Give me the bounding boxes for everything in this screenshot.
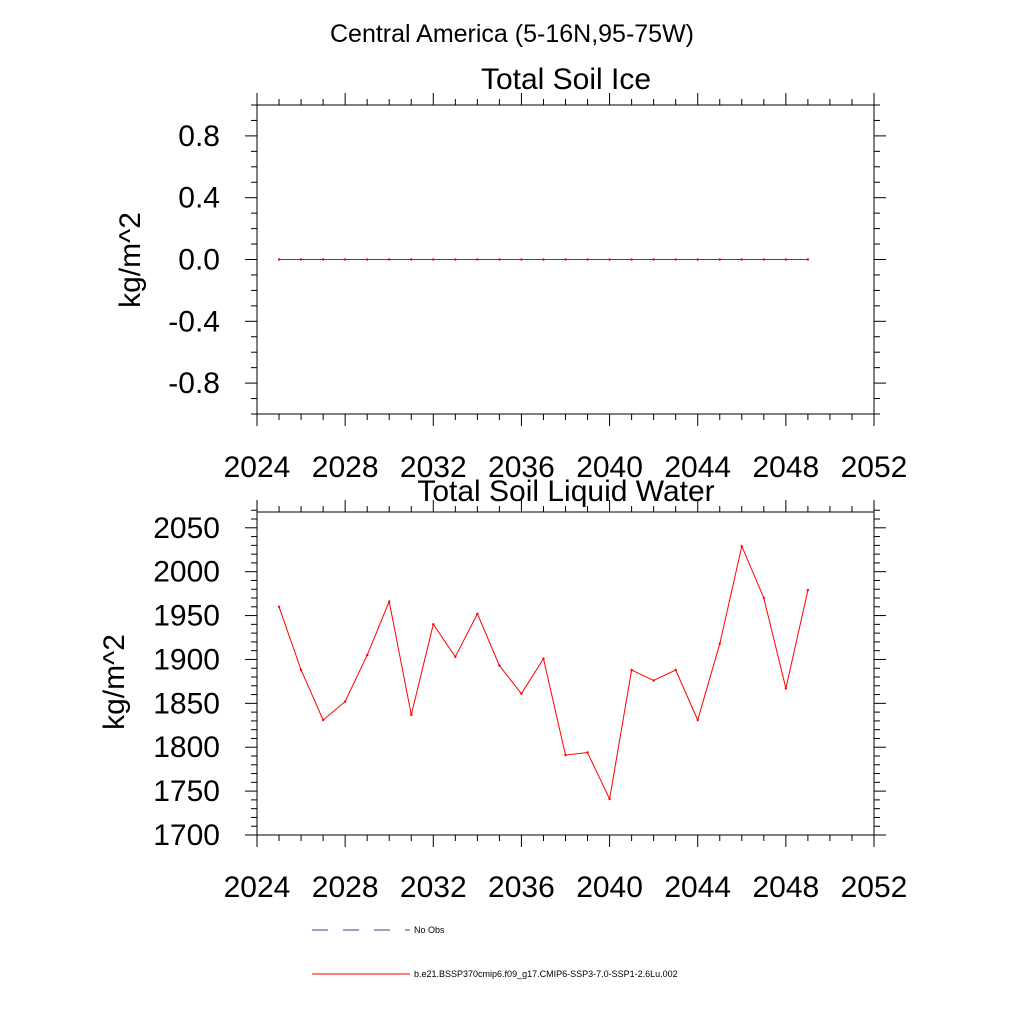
data-point-soil-liquid <box>806 588 810 592</box>
x-tick-label: 2048 <box>752 451 819 484</box>
panel-soil-ice-ylabel: kg/m^2 <box>114 212 147 308</box>
data-point-soil-ice <box>564 258 567 261</box>
data-point-soil-liquid <box>652 679 655 682</box>
data-point-soil-liquid <box>321 718 325 722</box>
x-tick-label: 2052 <box>841 871 908 904</box>
data-point-soil-ice <box>388 258 391 261</box>
x-tick-label: 2032 <box>400 871 467 904</box>
legend: No Obs b.e21.BSSP370cmip6.f09_g17.CMIP6-… <box>312 925 678 979</box>
data-point-soil-liquid <box>388 600 391 603</box>
panel-soil-liquid-plot <box>277 544 810 801</box>
data-point-soil-ice <box>321 258 325 261</box>
data-point-soil-ice <box>806 258 810 261</box>
x-tick-label: 2024 <box>224 451 291 484</box>
panel-soil-liquid-title: Total Soil Liquid Water <box>417 475 714 508</box>
data-point-soil-liquid <box>343 700 347 703</box>
legend-label-run: b.e21.BSSP370cmip6.f09_g17.CMIP6-SSP3-7.… <box>414 969 678 979</box>
data-point-soil-liquid <box>740 545 743 548</box>
data-point-soil-liquid <box>586 751 589 754</box>
legend-label-no-obs: No Obs <box>414 925 445 935</box>
data-point-soil-ice <box>454 258 457 261</box>
panel-soil-ice: Total Soil Ice 2024 2028 2032 2036 2040 2044 2… <box>114 63 907 484</box>
y-tick-label: 1900 <box>153 643 220 676</box>
data-point-soil-ice <box>762 258 766 261</box>
data-point-soil-ice <box>674 258 677 261</box>
panel-soil-ice-title: Total Soil Ice <box>481 63 651 96</box>
panel-soil-liquid-ylabel: kg/m^2 <box>98 634 131 730</box>
x-tick-label: 2036 <box>488 451 555 484</box>
data-point-soil-liquid <box>762 596 766 600</box>
y-tick-label: 1850 <box>153 687 220 720</box>
y-tick-label: 2000 <box>153 556 220 589</box>
y-tick-label: 1950 <box>153 600 220 633</box>
panel-soil-liquid-axes: 2024 2028 2032 2036 2040 2044 2048 2052 1700 1750… <box>153 500 907 904</box>
data-point-soil-liquid <box>696 718 699 722</box>
x-tick-label: 2044 <box>664 871 731 904</box>
data-point-soil-ice <box>718 258 721 261</box>
data-point-soil-ice <box>299 258 303 261</box>
data-point-soil-liquid <box>277 605 281 608</box>
data-point-soil-ice <box>476 258 479 261</box>
data-point-soil-liquid <box>674 668 677 672</box>
panel-soil-liquid-frame <box>256 511 875 836</box>
x-tick-label: 2032 <box>400 451 467 484</box>
y-tick-label: -0.8 <box>168 367 220 400</box>
data-point-soil-ice <box>608 258 611 261</box>
x-tick-label: 2040 <box>576 451 643 484</box>
x-tick-label: 2028 <box>312 451 379 484</box>
legend-item-no-obs: No Obs <box>312 925 445 935</box>
data-point-soil-ice <box>410 258 413 261</box>
data-point-soil-ice <box>343 258 347 261</box>
data-point-soil-liquid <box>432 623 435 626</box>
data-point-soil-liquid <box>299 668 303 672</box>
y-tick-label: 1800 <box>153 731 220 764</box>
data-point-soil-ice <box>630 258 633 261</box>
data-point-soil-liquid <box>454 655 457 659</box>
x-tick-label: 2024 <box>224 871 291 904</box>
data-point-soil-ice <box>520 258 523 261</box>
y-tick-label: 0.0 <box>178 244 220 277</box>
data-point-soil-liquid <box>718 642 721 645</box>
x-tick-label: 2044 <box>664 451 731 484</box>
data-point-soil-ice <box>365 258 369 261</box>
data-point-soil-liquid <box>476 612 479 616</box>
data-point-soil-ice <box>542 258 545 261</box>
y-tick-label: 0.8 <box>178 120 220 153</box>
data-point-soil-liquid <box>564 753 567 757</box>
data-point-soil-ice <box>432 258 435 261</box>
data-point-soil-ice <box>740 258 743 261</box>
y-tick-label: 2050 <box>153 512 220 545</box>
data-point-soil-liquid <box>410 713 413 716</box>
data-point-soil-liquid <box>520 692 523 695</box>
y-tick-label: 1700 <box>153 819 220 852</box>
data-point-soil-liquid <box>542 657 545 660</box>
y-tick-label: 0.4 <box>178 182 220 215</box>
data-point-soil-ice <box>586 258 589 261</box>
data-point-soil-liquid <box>608 797 611 801</box>
series-line-soil-liquid-0 <box>278 544 809 801</box>
x-tick-label: 2040 <box>576 871 643 904</box>
y-tick-label: -0.4 <box>168 305 220 338</box>
x-tick-label: 2048 <box>752 871 819 904</box>
x-tick-label: 2028 <box>312 871 379 904</box>
data-point-soil-ice <box>652 258 655 261</box>
data-point-soil-ice <box>696 258 699 261</box>
data-point-soil-ice <box>277 258 281 261</box>
panel-soil-liquid: Total Soil Liquid Water 2024 2028 2032 2036… <box>98 475 907 904</box>
figure-title: Central America (5-16N,95-75W) <box>330 20 694 48</box>
data-point-soil-ice <box>784 258 788 261</box>
data-point-soil-liquid <box>630 668 633 672</box>
x-tick-label: 2052 <box>841 451 908 484</box>
panel-soil-ice-axes: 2024 2028 2032 2036 2040 2044 2048 2052 -0.8 -0.4… <box>168 93 907 484</box>
y-tick-label: 1750 <box>153 775 220 808</box>
x-tick-label: 2036 <box>488 871 555 904</box>
data-point-soil-liquid <box>365 653 369 657</box>
legend-item-run: b.e21.BSSP370cmip6.f09_g17.CMIP6-SSP3-7.… <box>312 969 678 979</box>
data-point-soil-ice <box>498 258 501 261</box>
data-point-soil-liquid <box>784 687 788 690</box>
panel-soil-ice-plot <box>277 258 810 261</box>
data-point-soil-liquid <box>498 664 501 667</box>
